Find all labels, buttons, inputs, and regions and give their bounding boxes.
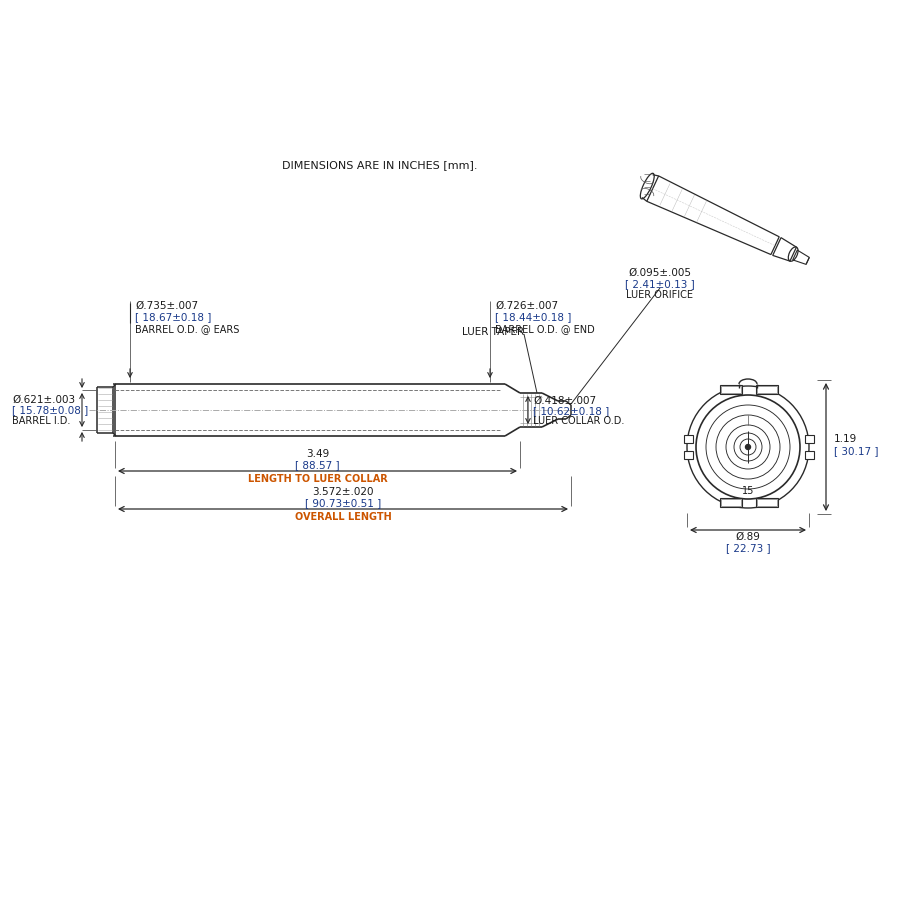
Text: Ø.726±.007: Ø.726±.007 xyxy=(495,301,558,311)
Bar xyxy=(757,386,777,393)
Text: [ 90.73±0.51 ]: [ 90.73±0.51 ] xyxy=(305,498,381,508)
Text: BARREL I.D.: BARREL I.D. xyxy=(12,416,70,426)
Text: LENGTH TO LUER COLLAR: LENGTH TO LUER COLLAR xyxy=(248,474,387,484)
Text: Ø.621±.003: Ø.621±.003 xyxy=(12,395,75,405)
Text: 1.19: 1.19 xyxy=(834,434,857,444)
Text: BARREL O.D. @ EARS: BARREL O.D. @ EARS xyxy=(135,324,239,334)
Text: [ 22.73 ]: [ 22.73 ] xyxy=(725,543,770,553)
Text: LUER ORIFICE: LUER ORIFICE xyxy=(626,290,694,300)
Circle shape xyxy=(745,445,751,449)
Text: 3.572±.020: 3.572±.020 xyxy=(312,487,373,497)
Bar xyxy=(756,385,778,394)
Bar xyxy=(684,451,693,459)
Text: [ 88.57 ]: [ 88.57 ] xyxy=(295,460,340,470)
Text: DIMENSIONS ARE IN INCHES [mm].: DIMENSIONS ARE IN INCHES [mm]. xyxy=(283,160,478,170)
Text: 3.49: 3.49 xyxy=(306,449,329,459)
Text: Ø.418±.007: Ø.418±.007 xyxy=(533,396,596,406)
Text: Ø.89: Ø.89 xyxy=(735,532,760,542)
Text: Ø.735±.007: Ø.735±.007 xyxy=(135,301,198,311)
Text: BARREL O.D. @ END: BARREL O.D. @ END xyxy=(495,324,595,334)
Text: [ 18.44±0.18 ]: [ 18.44±0.18 ] xyxy=(495,312,572,322)
Bar xyxy=(720,498,742,507)
Bar xyxy=(721,499,741,506)
Text: OVERALL LENGTH: OVERALL LENGTH xyxy=(294,512,392,522)
Bar xyxy=(684,435,693,443)
Text: [ 18.67±0.18 ]: [ 18.67±0.18 ] xyxy=(135,312,212,322)
Bar xyxy=(757,499,777,506)
Bar xyxy=(805,451,814,459)
Text: [ 2.41±0.13 ]: [ 2.41±0.13 ] xyxy=(626,279,695,289)
Text: [ 30.17 ]: [ 30.17 ] xyxy=(834,446,878,456)
Text: 15: 15 xyxy=(742,486,754,496)
Bar xyxy=(805,435,814,443)
Text: LUER TAPER: LUER TAPER xyxy=(462,327,524,337)
Bar xyxy=(756,498,778,507)
Bar xyxy=(721,386,741,393)
Text: [ 15.78±0.08 ]: [ 15.78±0.08 ] xyxy=(12,405,88,415)
Text: [ 10.62±0.18 ]: [ 10.62±0.18 ] xyxy=(533,406,609,416)
Text: Ø.095±.005: Ø.095±.005 xyxy=(628,268,691,278)
Text: LUER COLLAR O.D.: LUER COLLAR O.D. xyxy=(533,416,625,426)
Bar xyxy=(720,385,742,394)
